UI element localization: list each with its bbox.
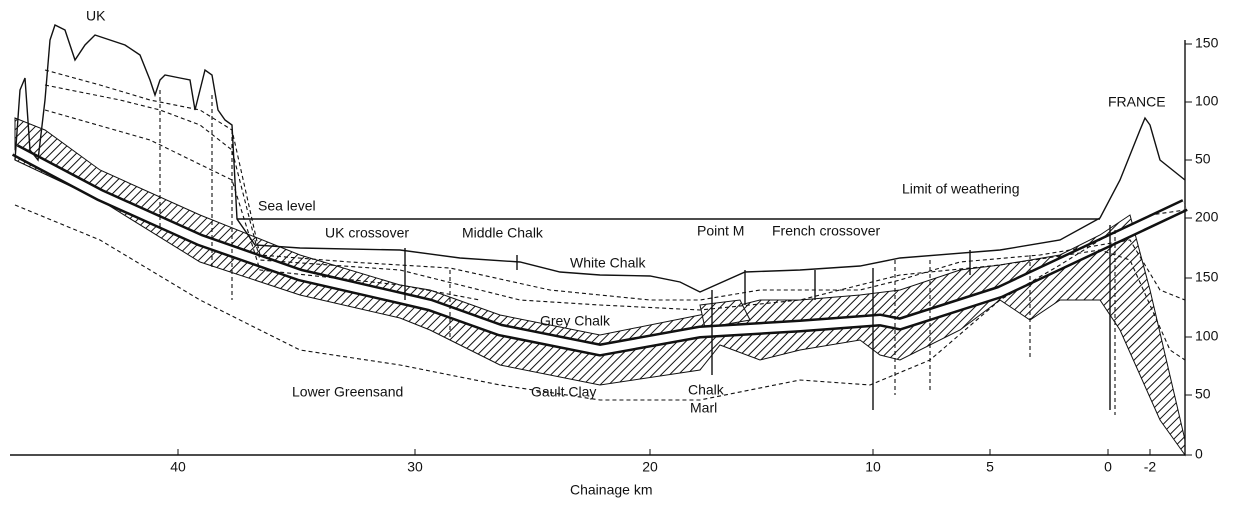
label: White Chalk <box>570 255 646 271</box>
y-tick-label: 100 <box>1195 93 1219 109</box>
x-axis-label: Chainage km <box>570 482 653 498</box>
label: Lower Greensand <box>292 384 403 400</box>
y-tick-label: 150 <box>1195 35 1219 51</box>
y-tick-label: 0 <box>1195 446 1203 462</box>
label: Grey Chalk <box>540 313 611 329</box>
label: UK <box>86 8 106 24</box>
label: Gault Clay <box>531 384 596 400</box>
geology <box>11 24 1188 457</box>
y-tick-label: 50 <box>1195 151 1211 167</box>
y-tick-label: 100 <box>1195 328 1219 344</box>
label: Marl <box>690 400 717 416</box>
middle-stratum <box>44 109 481 301</box>
x-tick-label: 20 <box>642 459 658 475</box>
ground-surface <box>14 24 1186 293</box>
x-tick-label: 30 <box>407 459 423 475</box>
label: Limit of weathering <box>902 181 1020 197</box>
x-tick-label: 0 <box>1104 459 1112 475</box>
label: Middle Chalk <box>462 225 544 241</box>
label: UK crossover <box>325 225 409 241</box>
y-tick-label: 200 <box>1195 209 1219 225</box>
label: Sea level <box>258 198 316 214</box>
chalk-boundary <box>44 69 1186 301</box>
upper-stratum <box>44 84 1186 361</box>
marker-lines <box>404 225 1111 410</box>
x-tick-label: 40 <box>170 459 186 475</box>
y-tick-label: 150 <box>1195 269 1219 285</box>
label: Point M <box>697 223 744 239</box>
y-tick-label: 50 <box>1195 386 1211 402</box>
x-tick-label: 5 <box>986 459 994 475</box>
hatched-layer <box>14 117 1186 457</box>
x-tick-label: -2 <box>1144 459 1157 475</box>
fault-lines <box>159 90 1116 415</box>
label: Chalk <box>688 382 725 398</box>
tunnel-inner <box>13 146 1187 355</box>
x-tick-label: 10 <box>865 459 881 475</box>
label: FRANCE <box>1108 94 1166 110</box>
label: French crossover <box>772 223 880 239</box>
